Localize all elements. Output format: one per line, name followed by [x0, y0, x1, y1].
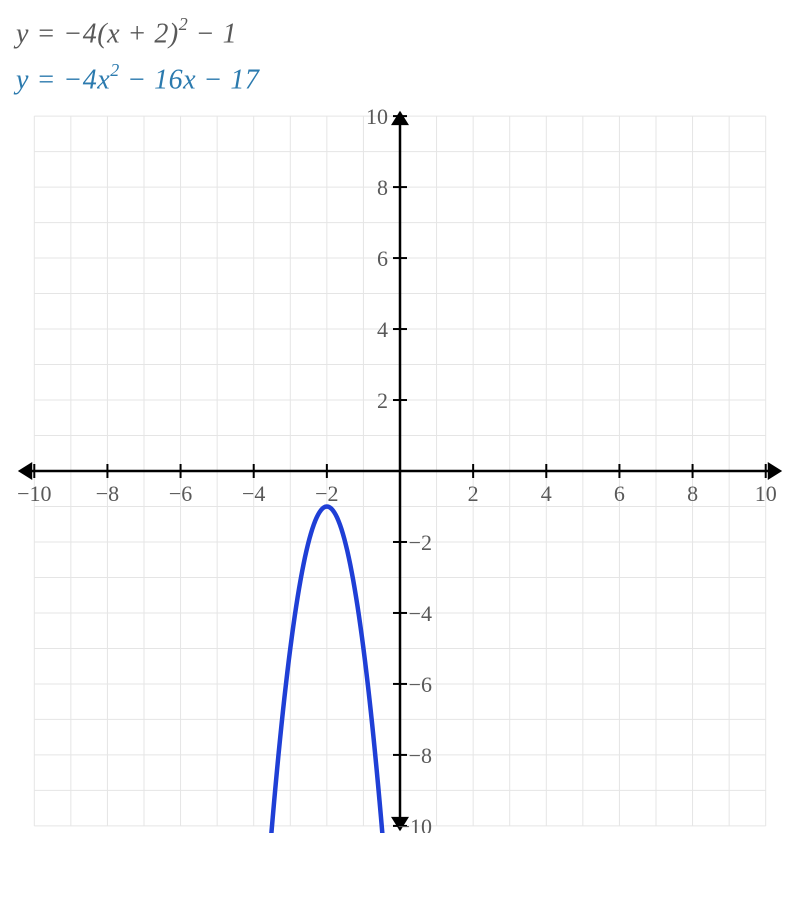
x-axis-label: −4 — [242, 481, 265, 506]
y-axis-label: 4 — [377, 317, 388, 342]
equation-standard-form: y = −4x2 − 16x − 17 — [16, 62, 784, 96]
y-axis-label: 2 — [377, 388, 388, 413]
x-axis-label: −6 — [169, 481, 192, 506]
x-axis-label: −8 — [96, 481, 119, 506]
y-axis-label: −6 — [409, 672, 432, 697]
x-axis-label: −2 — [315, 481, 338, 506]
x-axis-label: 2 — [468, 481, 479, 506]
equation-vertex-form: y = −4(x + 2)2 − 1 — [16, 16, 784, 50]
x-axis-label: 10 — [755, 481, 777, 506]
y-axis-label: −4 — [409, 601, 432, 626]
y-axis-label: 6 — [377, 246, 388, 271]
chart-canvas: −10 −8 −6 −4 −2 2 4 6 8 10 −10 −8 −6 −4 −2 2 4 6 8 10 — [16, 109, 784, 833]
y-axis-label: −10 — [398, 814, 432, 833]
x-axis-label: 6 — [614, 481, 625, 506]
y-axis-label: 8 — [377, 175, 388, 200]
y-axis-label: −2 — [409, 530, 432, 555]
y-axis-label: 10 — [366, 109, 388, 129]
y-axis-label: −8 — [409, 743, 432, 768]
x-axis-label: −10 — [17, 481, 51, 506]
parabola-chart: −10 −8 −6 −4 −2 2 4 6 8 10 −10 −8 −6 −4 −2 2 4 6 8 10 — [16, 109, 784, 833]
x-axis-label: 4 — [541, 481, 552, 506]
x-axis-label: 8 — [687, 481, 698, 506]
